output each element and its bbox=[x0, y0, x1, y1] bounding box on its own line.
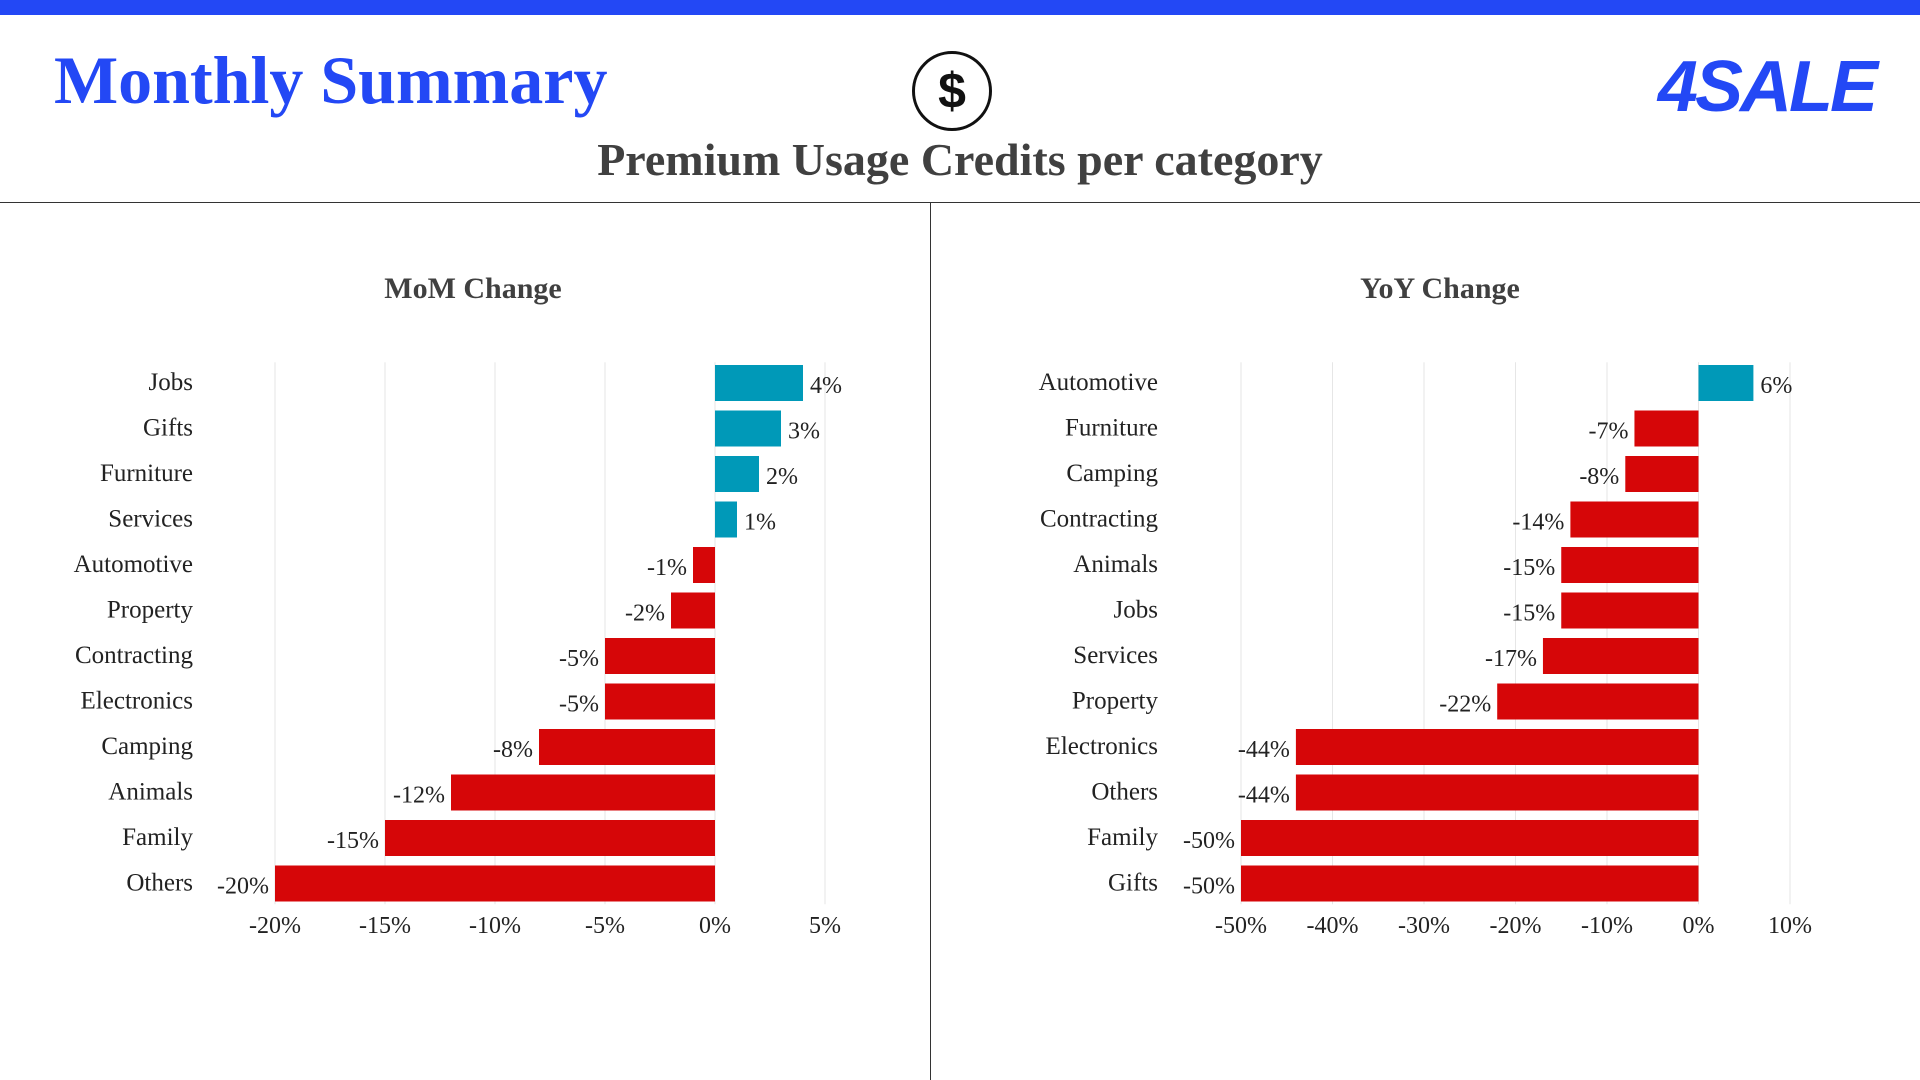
data-label: 1% bbox=[744, 510, 776, 536]
dollar-coin-icon: $ bbox=[912, 51, 992, 131]
bar bbox=[605, 638, 715, 674]
bar bbox=[1561, 592, 1699, 629]
bar bbox=[715, 501, 737, 538]
data-label: -50% bbox=[1183, 874, 1235, 900]
bar bbox=[1241, 865, 1699, 902]
x-tick-label: 10% bbox=[1768, 913, 1812, 939]
top-accent-bar bbox=[0, 0, 1920, 15]
x-tick-label: -40% bbox=[1307, 913, 1359, 939]
bar bbox=[1542, 638, 1699, 674]
data-label: -44% bbox=[1238, 737, 1290, 763]
category-label: Electronics bbox=[81, 688, 193, 715]
category-label: Contracting bbox=[1040, 506, 1159, 533]
category-label: Jobs bbox=[149, 369, 193, 396]
data-label: -5% bbox=[559, 646, 599, 672]
category-label: Services bbox=[108, 506, 193, 533]
category-label: Furniture bbox=[1065, 415, 1158, 442]
data-label: -15% bbox=[1503, 601, 1555, 627]
category-label: Animals bbox=[1073, 551, 1158, 578]
bar bbox=[605, 683, 715, 720]
category-label: Gifts bbox=[143, 415, 193, 442]
header-divider bbox=[0, 202, 1920, 203]
bar bbox=[1698, 365, 1754, 401]
bar bbox=[1561, 547, 1699, 583]
bar bbox=[385, 820, 715, 856]
x-tick-label: 0% bbox=[699, 913, 731, 939]
x-tick-label: -20% bbox=[1490, 913, 1542, 939]
bar bbox=[671, 592, 715, 629]
yoy-chart: YoY Change -50% -40% -30% -20% -10% 0% 10% Autom… bbox=[1039, 272, 1812, 939]
x-tick-label: -10% bbox=[469, 913, 521, 939]
data-label: -14% bbox=[1512, 510, 1564, 536]
data-label: -5% bbox=[559, 692, 599, 718]
mom-chart: MoM Change -20% -15% -10% -5% 0% 5% Jobs 4% Gifts… bbox=[74, 272, 842, 939]
x-tick-label: -10% bbox=[1581, 913, 1633, 939]
bar bbox=[715, 410, 781, 447]
data-label: -8% bbox=[493, 737, 533, 763]
panel-divider bbox=[930, 203, 931, 1080]
bar bbox=[1241, 820, 1699, 856]
bar bbox=[1625, 456, 1699, 492]
category-label: Animals bbox=[108, 779, 193, 806]
bar bbox=[275, 865, 715, 902]
x-tick-label: -30% bbox=[1398, 913, 1450, 939]
category-label: Property bbox=[1072, 688, 1159, 715]
bar bbox=[1634, 410, 1699, 447]
category-label: Property bbox=[107, 597, 194, 624]
data-label: -7% bbox=[1588, 419, 1628, 445]
data-label: -44% bbox=[1238, 783, 1290, 809]
category-label: Automotive bbox=[1039, 369, 1158, 396]
data-label: -2% bbox=[625, 601, 665, 627]
bar bbox=[539, 729, 715, 765]
bar bbox=[1295, 774, 1699, 811]
category-label: Contracting bbox=[75, 642, 194, 669]
bar bbox=[715, 456, 759, 492]
yoy-chart-panel: YoY Change -50% -40% -30% -20% -10% 0% 10% Autom… bbox=[931, 203, 1920, 1080]
data-label: 6% bbox=[1760, 373, 1792, 399]
data-label: 3% bbox=[788, 419, 820, 445]
data-label: -1% bbox=[647, 555, 687, 581]
bar bbox=[715, 365, 803, 401]
bar bbox=[1295, 729, 1699, 765]
category-label: Camping bbox=[1066, 460, 1158, 487]
category-label: Automotive bbox=[74, 551, 193, 578]
chart-title: YoY Change bbox=[1360, 272, 1520, 305]
x-tick-label: 5% bbox=[809, 913, 841, 939]
category-label: Family bbox=[1087, 824, 1158, 851]
data-label: -50% bbox=[1183, 828, 1235, 854]
x-tick-label: 0% bbox=[1683, 913, 1715, 939]
data-label: -8% bbox=[1579, 464, 1619, 490]
data-label: -12% bbox=[393, 783, 445, 809]
bar bbox=[1570, 501, 1699, 538]
page-title: Monthly Summary bbox=[54, 42, 608, 118]
brand-logo: 4SALE bbox=[1657, 47, 1878, 127]
data-label: -15% bbox=[327, 828, 379, 854]
bar bbox=[451, 774, 715, 811]
x-tick-label: -5% bbox=[585, 913, 625, 939]
category-label: Others bbox=[126, 870, 193, 897]
x-tick-label: -20% bbox=[249, 913, 301, 939]
bar bbox=[1497, 683, 1699, 720]
category-label: Services bbox=[1073, 642, 1158, 669]
x-tick-label: -50% bbox=[1215, 913, 1267, 939]
data-label: -17% bbox=[1485, 646, 1537, 672]
x-tick-label: -15% bbox=[359, 913, 411, 939]
category-label: Family bbox=[122, 824, 193, 851]
category-label: Furniture bbox=[100, 460, 193, 487]
chart-subtitle: Premium Usage Credits per category bbox=[597, 134, 1323, 185]
category-label: Others bbox=[1091, 779, 1158, 806]
data-label: 2% bbox=[766, 464, 798, 490]
chart-title: MoM Change bbox=[384, 272, 561, 305]
category-label: Camping bbox=[101, 733, 193, 760]
bar bbox=[693, 547, 715, 583]
data-label: 4% bbox=[810, 373, 842, 399]
category-label: Gifts bbox=[1108, 870, 1158, 897]
category-label: Electronics bbox=[1046, 733, 1158, 760]
data-label: -15% bbox=[1503, 555, 1555, 581]
data-label: -22% bbox=[1439, 692, 1491, 718]
category-label: Jobs bbox=[1114, 597, 1158, 624]
data-label: -20% bbox=[217, 874, 269, 900]
mom-chart-panel: MoM Change -20% -15% -10% -5% 0% 5% Jobs 4% Gifts… bbox=[0, 203, 930, 1080]
